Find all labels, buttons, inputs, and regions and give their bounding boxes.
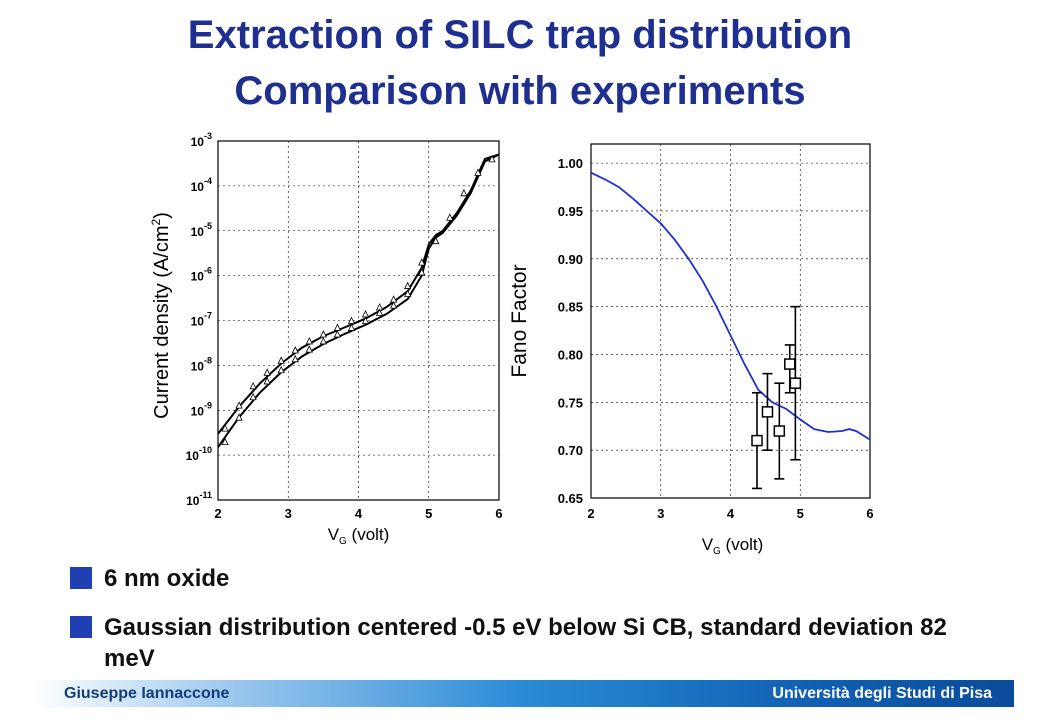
simulation-curve	[217, 153, 500, 435]
y-tick-label: 0.90	[558, 252, 583, 267]
x-tick-label: 2	[214, 506, 221, 521]
y-axis-label: Fano Factor	[508, 264, 531, 377]
y-tick-label: 10-7	[191, 311, 212, 329]
bullet-text: 6 nm oxide	[104, 565, 230, 592]
measured-point-triangle	[432, 236, 440, 245]
measured-point-triangle	[361, 316, 370, 324]
measured-point-triangle	[375, 308, 384, 316]
measured-point-triangle	[249, 381, 257, 390]
y-tick-label: 0.95	[558, 204, 583, 219]
measured-point-triangle	[488, 154, 496, 163]
measured-point-triangle	[389, 301, 398, 309]
measured-point-triangle	[235, 401, 243, 409]
measured-point-triangle	[277, 356, 285, 364]
y-axis-label: Current density (A/cm2)	[149, 212, 173, 419]
measured-point-triangle	[404, 281, 412, 289]
y-tick-label: 10-6	[191, 266, 212, 284]
measured-point-triangle	[333, 323, 342, 331]
x-tick-label: 6	[866, 506, 873, 521]
footer-institution: Università degli Studi di Pisa	[772, 685, 992, 702]
measured-point-triangle	[418, 268, 426, 276]
measured-point-triangle	[319, 337, 328, 345]
y-tick-label: 10-10	[186, 445, 212, 463]
measured-point-triangle	[361, 310, 370, 318]
measured-point-triangle	[277, 365, 285, 374]
fano-factor-chart: 2 3 4 5 6 0.65 0.70 0.75 0.80 0.85 0.90 0.95 1.00 VG …	[508, 143, 874, 557]
x-tick-label: 5	[425, 506, 432, 521]
slide-title-line2: Comparison with experiments	[234, 69, 806, 113]
measured-point-triangle	[347, 323, 356, 331]
measured-point-triangle	[221, 437, 229, 446]
y-tick-label: 0.65	[558, 491, 583, 506]
y-tick-label: 0.85	[558, 300, 583, 315]
measured-point-triangle	[263, 377, 271, 385]
measured-point-triangle	[235, 413, 243, 421]
x-axis-label: VG (volt)	[328, 525, 390, 547]
y-tick-label: 10-11	[186, 490, 212, 508]
footer-author: Giuseppe Iannaccone	[64, 685, 230, 702]
measured-point-triangle	[291, 354, 299, 363]
footer-bar: Giuseppe Iannaccone Università degli Stu…	[32, 680, 1014, 707]
measured-point-square	[751, 434, 763, 447]
x-tick-label: 4	[727, 506, 735, 521]
measured-point-triangle	[319, 330, 328, 338]
x-tick-label: 3	[285, 506, 292, 521]
y-tick-label: 0.70	[558, 443, 583, 458]
x-tick-label: 3	[657, 506, 664, 521]
measured-point-triangle	[263, 368, 271, 376]
charts-canvas: 2 3 4 5 6 10-3 10-4 10-5 10-6 10-7 10-8 10-9 10-10 10…	[149, 131, 874, 557]
x-tick-label: 6	[495, 506, 502, 521]
bullet-square-icon	[70, 567, 92, 589]
y-tick-label: 10-4	[191, 176, 212, 194]
measured-point-triangle	[333, 330, 342, 338]
measured-point-square	[761, 406, 774, 418]
simulated-fano-curve	[590, 171, 871, 441]
measured-point-triangle	[291, 346, 299, 354]
measured-point-triangle	[221, 424, 229, 432]
x-tick-label: 2	[587, 506, 594, 521]
measured-point-triangle	[404, 289, 412, 297]
y-tick-label: 10-3	[191, 131, 212, 149]
y-tick-label: 1.00	[558, 156, 583, 171]
measured-point-triangle	[460, 188, 468, 197]
measured-point-triangle	[474, 168, 482, 176]
y-tick-label: 10-9	[191, 400, 212, 418]
x-tick-label: 5	[797, 506, 804, 521]
measured-point-square	[784, 358, 796, 370]
measured-point-triangle	[446, 213, 454, 221]
slide-title-line1: Extraction of SILC trap distribution	[187, 13, 853, 57]
measured-point-square	[789, 377, 802, 389]
bullet-square-icon	[70, 616, 92, 638]
y-tick-label: 0.75	[558, 395, 583, 410]
measured-point-triangle	[305, 337, 313, 345]
simulation-curve	[217, 153, 500, 448]
bullet-text: Gaussian distribution centered -0.5 eV b…	[104, 614, 947, 672]
measured-point-triangle	[249, 392, 257, 401]
y-tick-label: 10-8	[191, 355, 212, 373]
measured-point-triangle	[418, 258, 426, 266]
measured-point-square	[773, 425, 786, 437]
measured-point-triangle	[347, 316, 356, 324]
x-axis-label: VG (volt)	[702, 535, 764, 557]
current-density-chart: 2 3 4 5 6 10-3 10-4 10-5 10-6 10-7 10-8 10-9 10-10 10…	[149, 131, 503, 547]
x-tick-label: 4	[355, 506, 363, 521]
y-tick-label: 0.80	[558, 347, 583, 362]
measured-point-triangle	[305, 345, 313, 353]
y-tick-label: 10-5	[191, 221, 212, 239]
